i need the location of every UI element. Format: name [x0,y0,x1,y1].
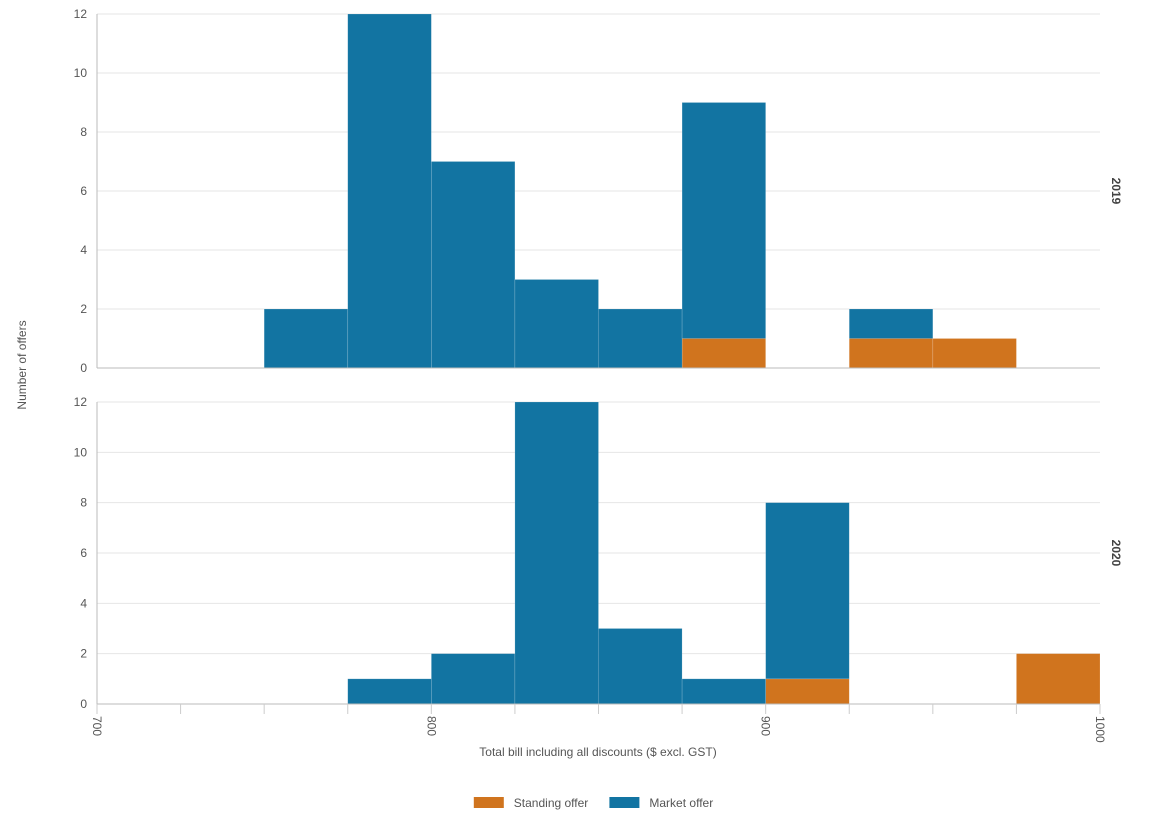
bar-market-offer [765,502,850,680]
y-tick-label: 4 [80,596,87,610]
y-tick-label: 10 [74,66,88,80]
y-tick-label: 10 [74,445,88,459]
facet-panel-2020: 0 2 4 6 8 10 12 2020 [74,395,1123,711]
facet-panels: 0 2 4 6 8 10 12 2019 0 2 4 6 8 10 12 2020 700 800 900 1000 [74,7,1123,743]
y-tick-label: 2 [80,647,87,661]
legend-swatch [473,797,504,808]
y-tick-label: 6 [80,184,87,198]
y-tick-label: 4 [80,243,87,257]
x-tick-label: 1000 [1093,716,1107,743]
bar-market-offer [681,102,766,339]
x-tick-label: 700 [90,716,104,736]
legend-label: Market offer [649,796,713,810]
x-tick-label: 900 [759,716,773,736]
bar-market-offer [514,401,599,705]
bar-market-offer [347,678,432,705]
bar-market-offer [431,161,516,369]
x-tick-label: 800 [424,716,438,736]
bar-standing-offer [932,338,1017,369]
legend: Standing offer Market offer [473,796,713,810]
bar-standing-offer [848,338,934,369]
bar-market-offer [598,308,683,369]
legend-label: Standing offer [514,796,589,810]
legend-item-standing-offer: Standing offer [473,796,589,810]
y-tick-label: 6 [80,546,87,560]
bar-market-offer [681,678,766,705]
y-tick-label: 8 [80,125,87,139]
bar-market-offer [598,628,683,705]
y-tick-label: 0 [80,697,87,711]
facet-label: 2020 [1109,540,1123,567]
bar-standing-offer [681,338,766,369]
bar-market-offer [263,308,349,369]
facet-label: 2019 [1109,178,1123,205]
y-tick-label: 0 [80,361,87,375]
y-tick-label: 12 [74,7,88,21]
bar-market-offer [848,308,934,339]
bar-market-offer [514,279,599,369]
x-axis-title: Total bill including all discounts ($ ex… [479,745,716,759]
legend-item-market-offer: Market offer [609,796,713,810]
y-tick-label: 8 [80,496,87,510]
bar-market-offer [347,13,432,369]
bar-standing-offer [1016,653,1101,705]
legend-swatch [609,797,640,808]
y-tick-label: 2 [80,302,87,316]
y-tick-label: 12 [74,395,88,409]
y-axis-title: Number of offers [15,320,29,409]
x-axis: 700 800 900 1000 [90,704,1107,743]
bar-market-offer [431,653,516,705]
facet-panel-2019: 0 2 4 6 8 10 12 2019 [74,7,1123,375]
bar-standing-offer [765,678,850,705]
